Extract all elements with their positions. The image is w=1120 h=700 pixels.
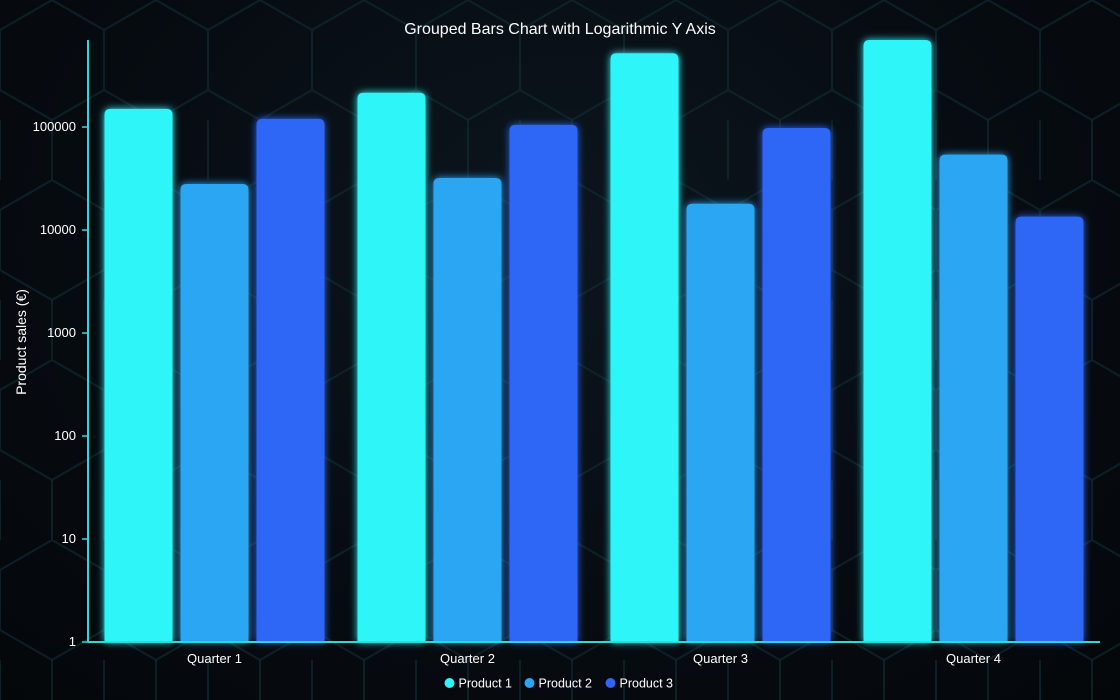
y-tick-label: 1000 (47, 325, 76, 340)
bar-product-1-quarter-3 (610, 53, 679, 642)
y-tick-label: 10 (62, 531, 76, 546)
legend-item-product-1[interactable]: Product 1 (444, 677, 513, 691)
legend-marker (444, 678, 455, 688)
bar-product-1-quarter-2 (357, 92, 426, 642)
bar-product-2-quarter-3 (686, 203, 755, 643)
bar-product-2-quarter-4 (939, 154, 1008, 642)
x-tick-label: Quarter 2 (440, 651, 495, 666)
y-tick-label: 10000 (40, 222, 76, 237)
x-tick-label: Quarter 4 (946, 651, 1001, 666)
bar-product-2-quarter-2 (433, 178, 502, 642)
bar-product-3-quarter-1 (256, 118, 325, 642)
x-axis-ticks: Quarter 1 Quarter 2 Quarter 3 Quarter 4 (187, 651, 1001, 666)
bar-product-3-quarter-2 (509, 124, 578, 642)
legend-marker (605, 678, 616, 688)
chart-title: Grouped Bars Chart with Logarithmic Y Ax… (404, 21, 716, 38)
bar-product-3-quarter-3 (762, 127, 831, 643)
legend-item-product-2[interactable]: Product 2 (524, 677, 593, 691)
legend-label: Product 3 (620, 677, 674, 691)
x-tick-label: Quarter 3 (693, 651, 748, 666)
y-axis-label: Product sales (€) (13, 289, 29, 395)
y-tick-label: 1 (69, 634, 76, 649)
y-tick-label: 100 (54, 428, 76, 443)
legend: Product 1 Product 2 Product 3 (444, 677, 674, 691)
x-tick-label: Quarter 1 (187, 651, 242, 666)
y-tick-label: 100000 (33, 119, 76, 134)
bar-product-1-quarter-4 (863, 40, 932, 642)
bar-product-1-quarter-1 (104, 108, 173, 643)
legend-label: Product 2 (539, 677, 593, 691)
bars-layer (104, 40, 1084, 643)
bar-product-3-quarter-4 (1015, 216, 1084, 642)
legend-marker (524, 678, 535, 688)
bar-product-2-quarter-1 (180, 183, 249, 642)
legend-item-product-3[interactable]: Product 3 (605, 677, 674, 691)
y-axis-ticks: 1 10 100 1000 10000 100000 (33, 119, 88, 649)
legend-label: Product 1 (459, 677, 513, 691)
